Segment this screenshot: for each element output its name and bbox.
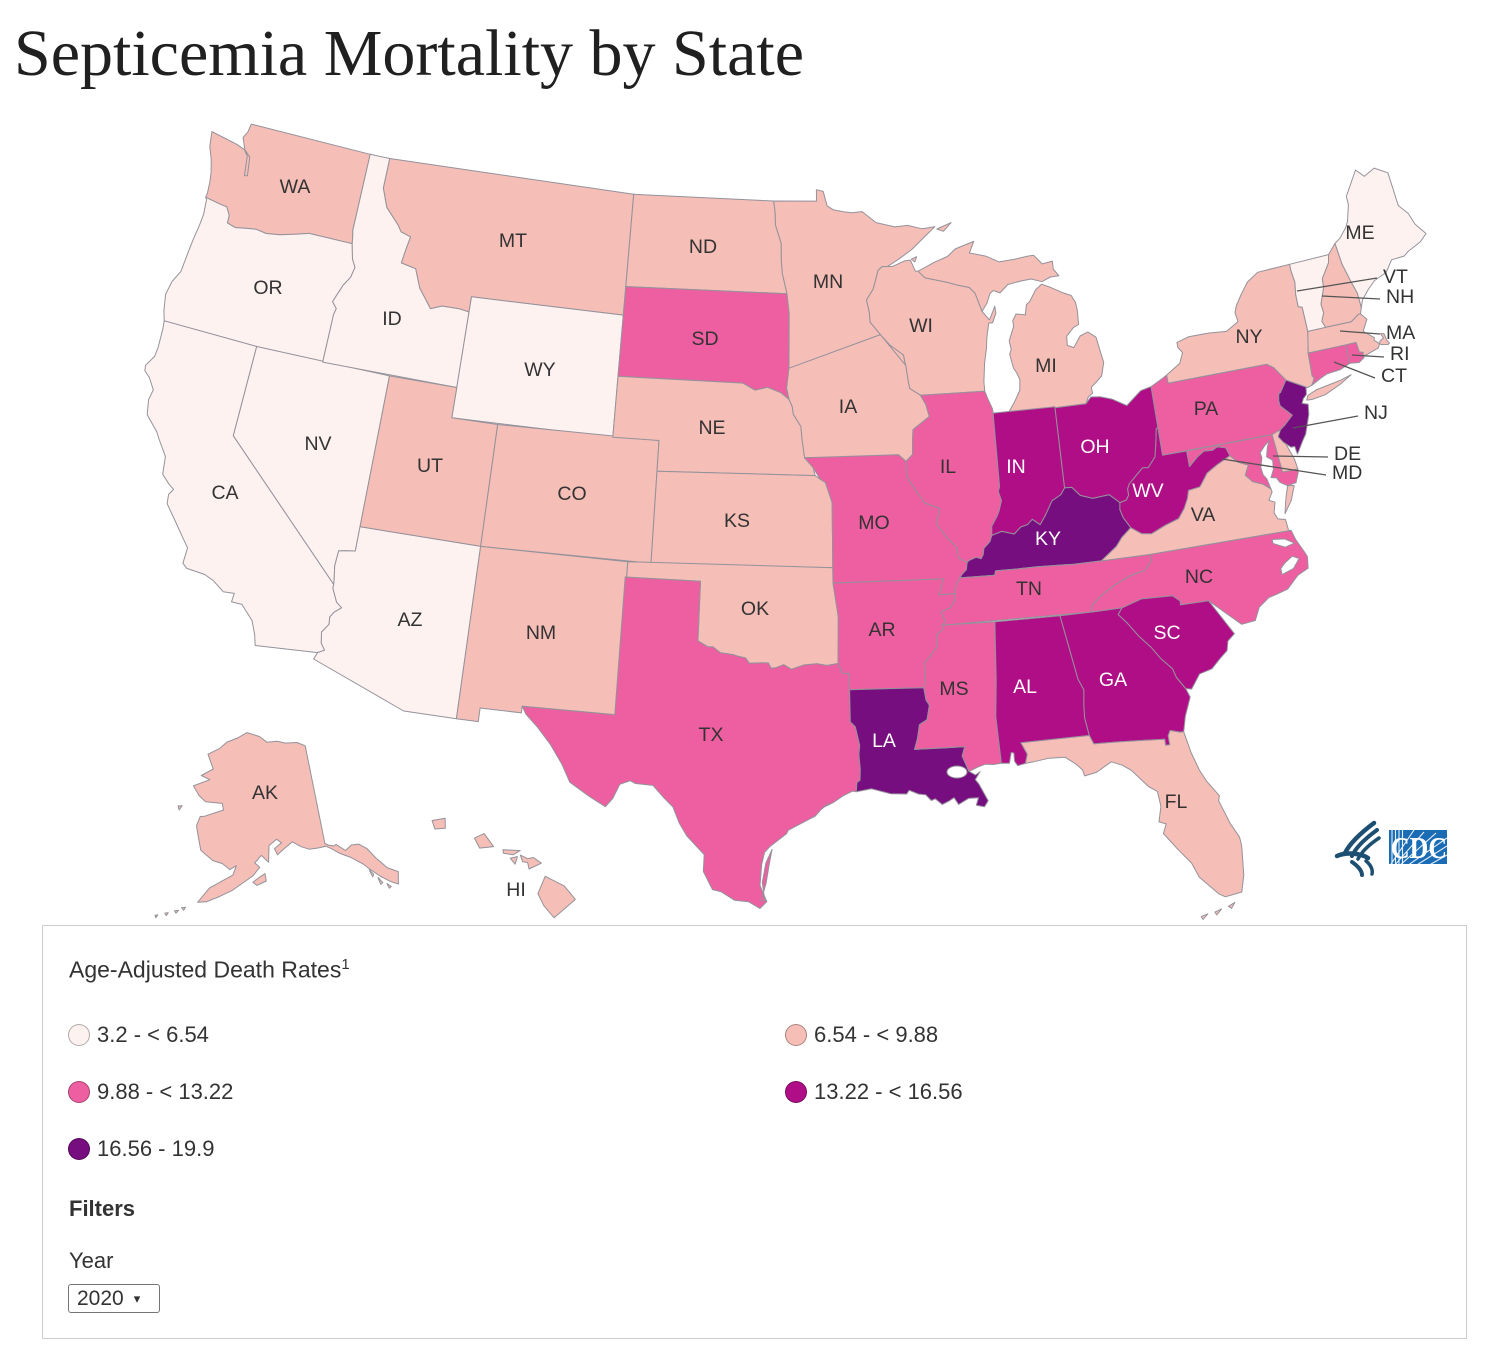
svg-text:NM: NM bbox=[526, 622, 556, 644]
svg-text:NJ: NJ bbox=[1364, 402, 1388, 424]
svg-text:IN: IN bbox=[1006, 456, 1026, 478]
svg-text:TX: TX bbox=[699, 724, 724, 746]
svg-text:WY: WY bbox=[524, 359, 555, 381]
svg-text:AR: AR bbox=[868, 619, 895, 641]
svg-text:WI: WI bbox=[909, 315, 933, 337]
svg-text:IA: IA bbox=[839, 396, 857, 418]
svg-text:SD: SD bbox=[691, 328, 718, 350]
svg-text:CDC: CDC bbox=[1391, 830, 1447, 865]
svg-text:FL: FL bbox=[1165, 791, 1188, 813]
svg-text:CA: CA bbox=[211, 482, 238, 504]
svg-text:TN: TN bbox=[1016, 578, 1042, 600]
svg-text:MT: MT bbox=[499, 230, 527, 252]
svg-text:OK: OK bbox=[741, 598, 769, 620]
svg-text:PA: PA bbox=[1194, 398, 1219, 420]
svg-text:DE: DE bbox=[1334, 443, 1361, 465]
svg-text:CT: CT bbox=[1381, 365, 1407, 387]
svg-text:HI: HI bbox=[506, 879, 526, 901]
svg-text:UT: UT bbox=[417, 455, 443, 477]
svg-text:VT: VT bbox=[1383, 266, 1408, 288]
svg-text:OR: OR bbox=[253, 277, 282, 299]
svg-text:VA: VA bbox=[1191, 504, 1216, 526]
svg-text:MD: MD bbox=[1332, 462, 1362, 484]
svg-text:RI: RI bbox=[1390, 343, 1410, 365]
svg-text:AZ: AZ bbox=[398, 609, 423, 631]
svg-text:GA: GA bbox=[1099, 669, 1127, 691]
svg-text:NE: NE bbox=[698, 417, 725, 439]
svg-text:NV: NV bbox=[304, 433, 331, 455]
svg-text:WA: WA bbox=[280, 176, 311, 198]
svg-text:AL: AL bbox=[1013, 676, 1037, 698]
svg-text:CO: CO bbox=[557, 483, 586, 505]
svg-text:IL: IL bbox=[940, 456, 956, 478]
svg-text:WV: WV bbox=[1132, 480, 1163, 502]
svg-text:ME: ME bbox=[1345, 222, 1374, 244]
svg-text:KS: KS bbox=[724, 510, 750, 532]
svg-text:NH: NH bbox=[1386, 286, 1414, 308]
svg-text:ND: ND bbox=[689, 236, 717, 258]
svg-text:NY: NY bbox=[1235, 326, 1262, 348]
svg-text:AK: AK bbox=[252, 782, 278, 804]
svg-text:MS: MS bbox=[939, 678, 968, 700]
svg-text:OH: OH bbox=[1080, 436, 1109, 458]
svg-text:MO: MO bbox=[858, 512, 889, 534]
svg-text:NC: NC bbox=[1185, 566, 1213, 588]
svg-text:KY: KY bbox=[1035, 528, 1061, 550]
svg-text:MN: MN bbox=[813, 271, 843, 293]
svg-text:SC: SC bbox=[1153, 622, 1180, 644]
svg-text:ID: ID bbox=[382, 308, 402, 330]
svg-text:LA: LA bbox=[872, 730, 896, 752]
svg-text:MA: MA bbox=[1386, 322, 1415, 344]
svg-text:MI: MI bbox=[1035, 355, 1057, 377]
